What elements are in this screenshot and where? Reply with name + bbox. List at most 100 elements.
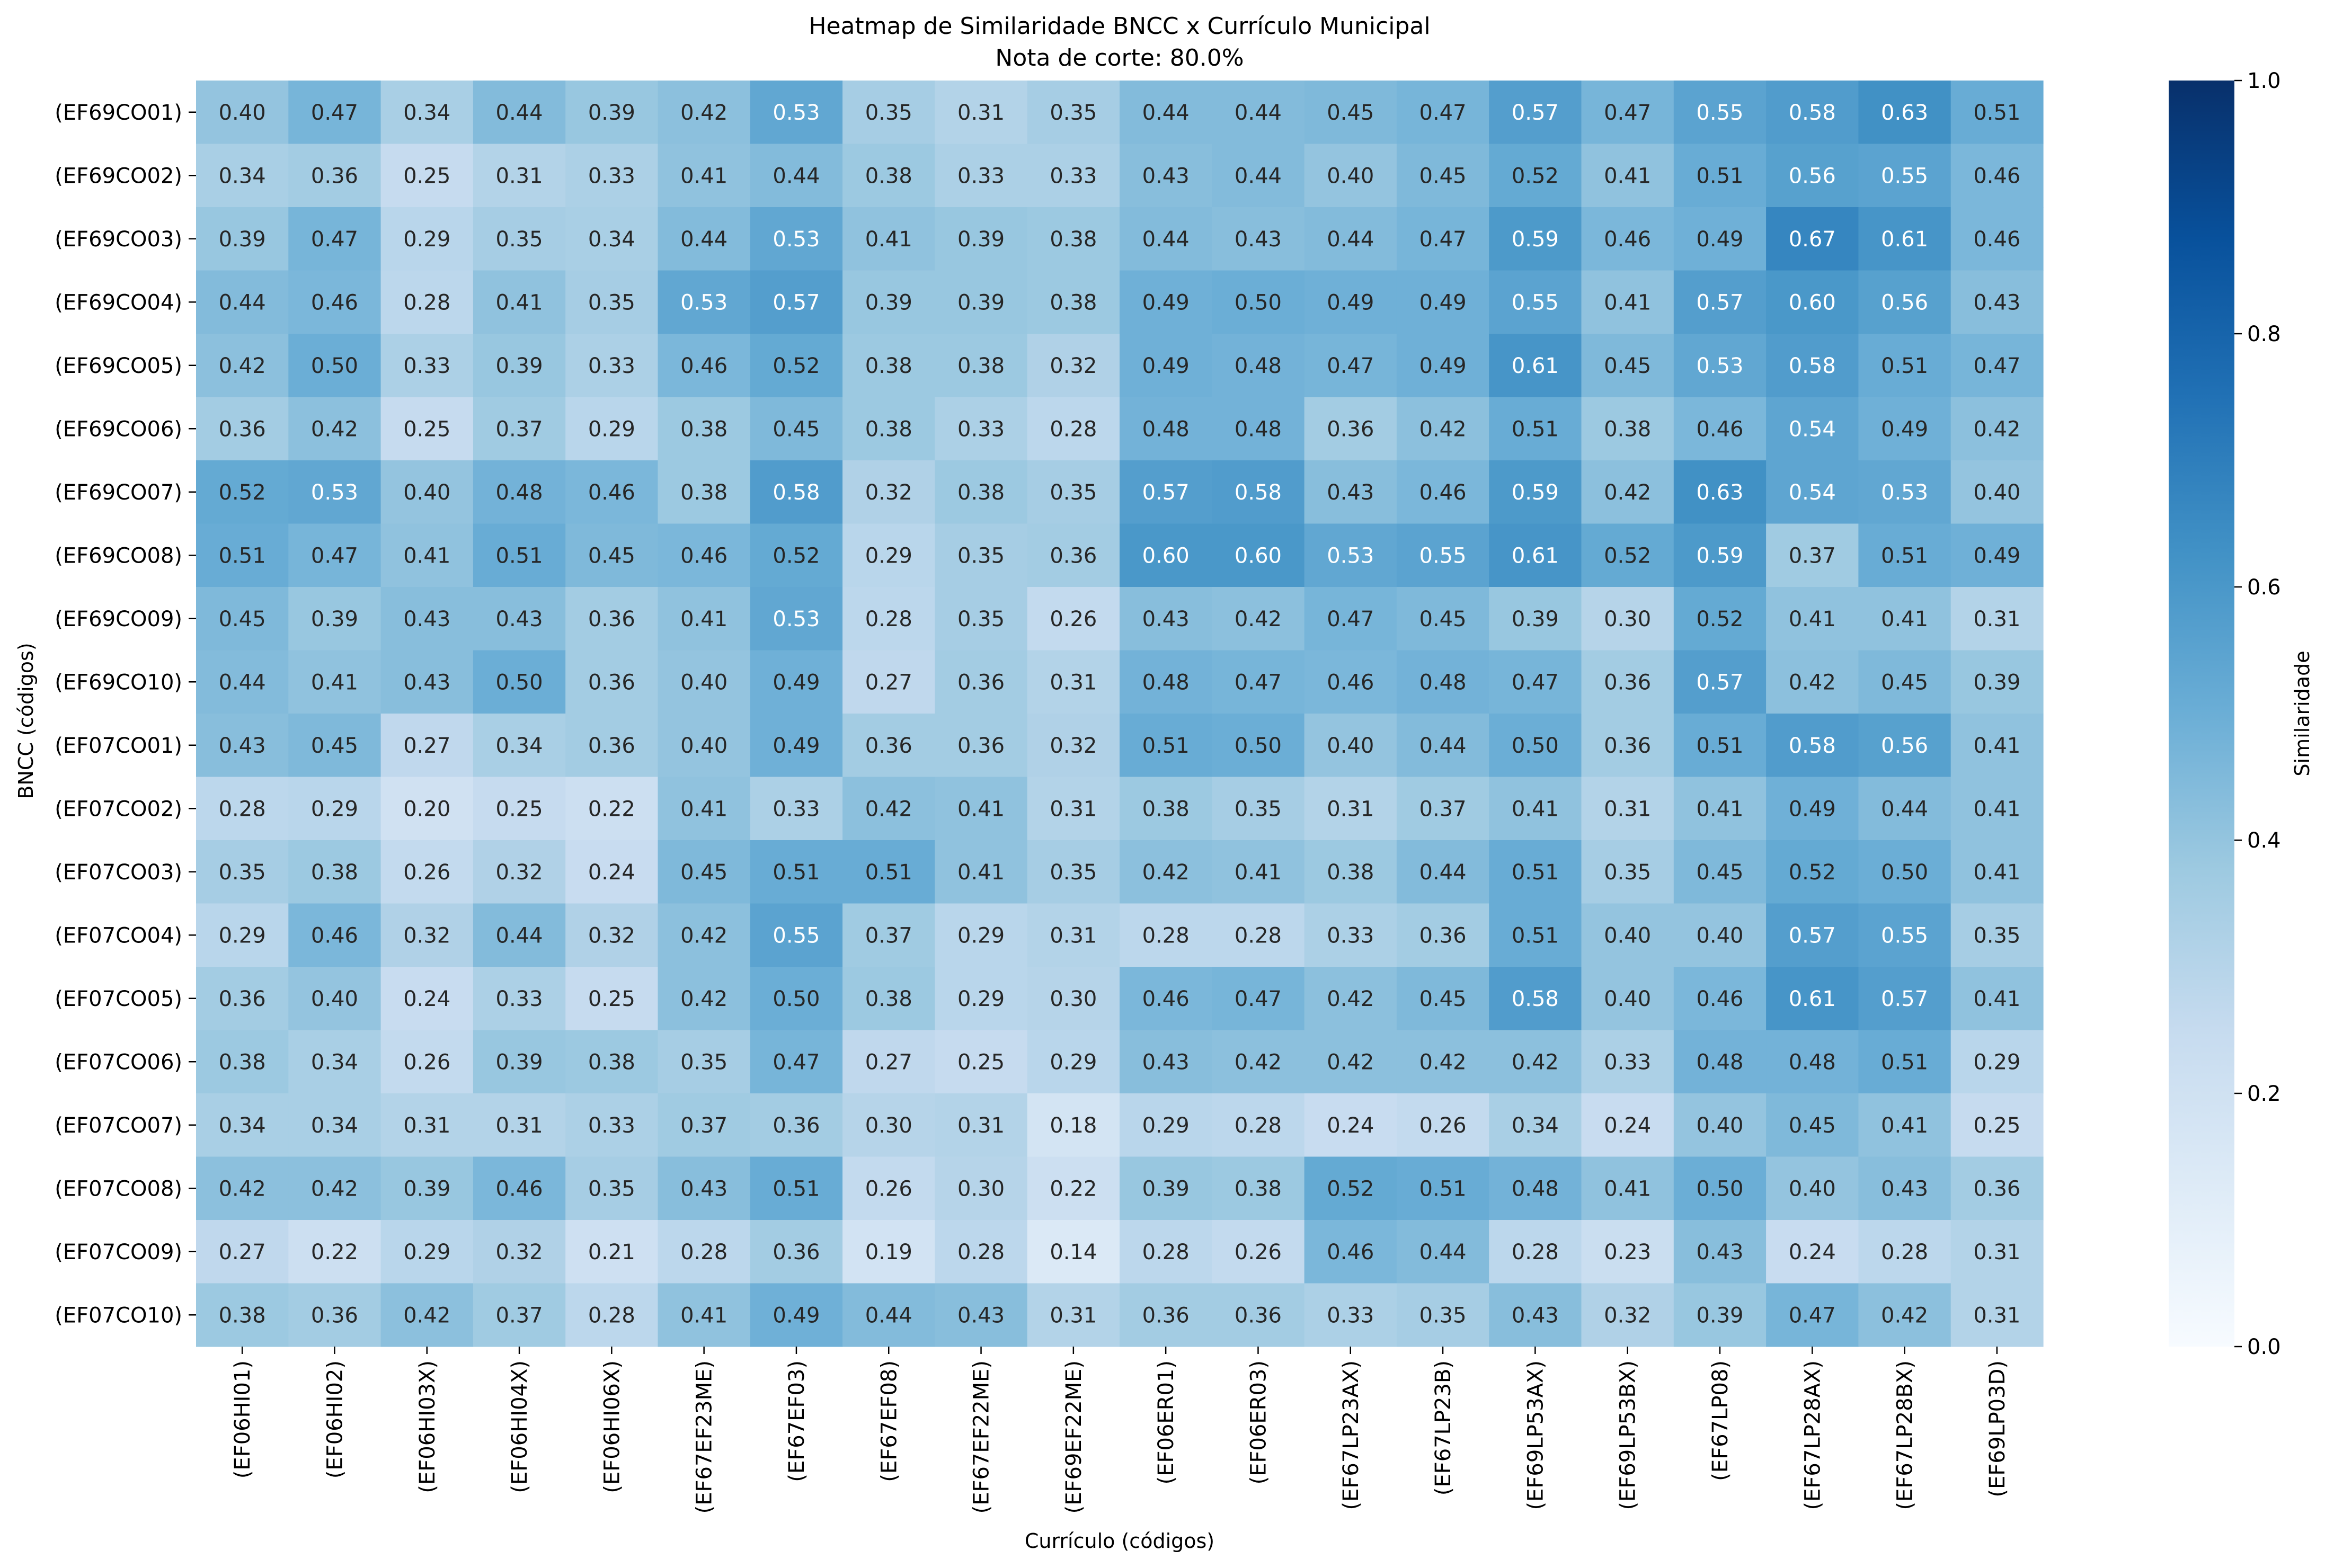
heatmap-cell xyxy=(1120,967,1212,1031)
cell-value-label: 0.38 xyxy=(1050,290,1097,315)
cell-value-label: 0.33 xyxy=(588,354,635,378)
cell-value-label: 0.51 xyxy=(1696,734,1743,758)
cell-value-label: 0.47 xyxy=(1327,607,1374,631)
heatmap-cell xyxy=(565,1283,659,1347)
heatmap-cell xyxy=(1766,840,1859,904)
heatmap-cell xyxy=(750,1093,843,1157)
heatmap-cell xyxy=(1581,460,1674,524)
cell-value-label: 0.42 xyxy=(865,797,912,821)
heatmap-cell xyxy=(565,460,659,524)
heatmap-cell xyxy=(1766,207,1859,271)
cell-value-label: 0.34 xyxy=(219,1113,266,1138)
heatmap-cell xyxy=(288,81,381,145)
cell-value-label: 0.33 xyxy=(773,797,820,821)
cell-value-label: 0.45 xyxy=(1604,354,1651,378)
heatmap-cell xyxy=(1396,1283,1489,1347)
y-axis-label: BNCC (códigos) xyxy=(14,643,38,799)
heatmap-cell xyxy=(473,81,566,145)
cell-value-label: 0.31 xyxy=(403,1113,450,1138)
cell-value-label: 0.43 xyxy=(1142,1050,1190,1074)
cell-value-label: 0.29 xyxy=(1142,1113,1190,1138)
heatmap-cell xyxy=(473,207,566,271)
cell-value-label: 0.34 xyxy=(496,734,543,758)
cell-value-label: 0.46 xyxy=(1327,670,1374,694)
cell-value-label: 0.53 xyxy=(773,607,820,631)
cell-value-label: 0.37 xyxy=(1789,544,1836,568)
cell-value-label: 0.44 xyxy=(680,227,727,252)
cell-value-label: 0.34 xyxy=(311,1050,358,1074)
heatmap-cell xyxy=(1396,650,1489,714)
cell-value-label: 0.29 xyxy=(311,797,358,821)
cell-value-label: 0.38 xyxy=(1050,227,1097,252)
cell-value-label: 0.37 xyxy=(680,1113,727,1138)
heatmap-cell xyxy=(1673,270,1767,334)
cell-value-label: 0.51 xyxy=(773,860,820,885)
cell-value-label: 0.28 xyxy=(588,1303,635,1328)
cell-value-label: 0.40 xyxy=(403,480,450,505)
cell-value-label: 0.36 xyxy=(311,164,358,188)
cell-value-label: 0.44 xyxy=(1142,227,1190,252)
cell-value-label: 0.47 xyxy=(1235,670,1282,694)
heatmap-cell xyxy=(1027,1030,1120,1094)
cell-value-label: 0.42 xyxy=(1512,1050,1559,1074)
cell-value-label: 0.40 xyxy=(680,670,727,694)
heatmap-cell xyxy=(1673,1283,1767,1347)
heatmap-cell xyxy=(935,334,1028,398)
cell-value-label: 0.41 xyxy=(403,544,450,568)
heatmap-cell xyxy=(750,523,843,587)
heatmap-cell xyxy=(658,207,751,271)
x-tick-label: (EF67EF08) xyxy=(877,1360,901,1482)
heatmap-cell xyxy=(1489,967,1582,1031)
heatmap-cell xyxy=(1581,523,1674,587)
heatmap-cell xyxy=(565,207,659,271)
heatmap-cell xyxy=(1858,587,1951,651)
cell-value-label: 0.37 xyxy=(496,1303,543,1328)
heatmap-cell xyxy=(1120,714,1212,778)
cell-value-label: 0.42 xyxy=(311,417,358,441)
heatmap-cell xyxy=(1950,967,2044,1031)
y-tick-label: (EF07CO07) xyxy=(55,1113,182,1138)
heatmap-cell xyxy=(565,144,659,208)
heatmap-cell xyxy=(658,144,751,208)
cell-value-label: 0.41 xyxy=(1881,1113,1928,1138)
cell-value-label: 0.45 xyxy=(1327,101,1374,125)
heatmap-cell xyxy=(1027,523,1120,587)
heatmap-cell xyxy=(1673,207,1767,271)
cell-value-label: 0.36 xyxy=(957,734,1005,758)
heatmap-cell xyxy=(1581,144,1674,208)
cell-value-label: 0.53 xyxy=(773,101,820,125)
cell-value-label: 0.41 xyxy=(680,797,727,821)
cell-value-label: 0.38 xyxy=(1235,1177,1282,1201)
cell-value-label: 0.29 xyxy=(403,1240,450,1264)
cell-value-label: 0.33 xyxy=(957,164,1005,188)
heatmap-cell xyxy=(750,144,843,208)
heatmap-cell xyxy=(750,270,843,334)
heatmap-cell xyxy=(1950,1283,2044,1347)
cell-value-label: 0.41 xyxy=(1604,290,1651,315)
x-tick-label: (EF06HI06X) xyxy=(600,1360,624,1493)
cell-value-label: 0.38 xyxy=(957,480,1005,505)
heatmap-cell xyxy=(1304,903,1397,967)
cell-value-label: 0.35 xyxy=(1050,101,1097,125)
heatmap-cell xyxy=(1027,144,1120,208)
cell-value-label: 0.24 xyxy=(1789,1240,1836,1264)
heatmap-cell xyxy=(1673,840,1767,904)
heatmap-cell xyxy=(1304,81,1397,145)
cell-value-label: 0.46 xyxy=(588,480,635,505)
heatmap-cell xyxy=(1304,334,1397,398)
cell-value-label: 0.32 xyxy=(1050,734,1097,758)
cell-value-label: 0.51 xyxy=(1696,164,1743,188)
cell-value-label: 0.26 xyxy=(403,1050,450,1074)
heatmap-cell xyxy=(1489,650,1582,714)
heatmap-cell xyxy=(1120,523,1212,587)
heatmap-cell xyxy=(1120,777,1212,841)
heatmap-cell xyxy=(658,397,751,461)
cell-value-label: 0.39 xyxy=(1696,1303,1743,1328)
x-tick-label: (EF67LP08) xyxy=(1708,1360,1733,1481)
cell-value-label: 0.46 xyxy=(1973,164,2020,188)
heatmap-cell xyxy=(1489,81,1582,145)
cell-value-label: 0.61 xyxy=(1881,227,1928,252)
heatmap-cell xyxy=(1120,650,1212,714)
cell-value-label: 0.54 xyxy=(1789,480,1836,505)
cell-value-label: 0.30 xyxy=(1050,987,1097,1011)
